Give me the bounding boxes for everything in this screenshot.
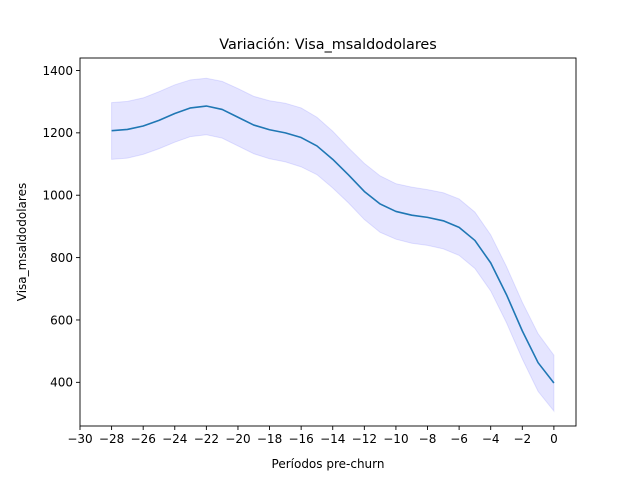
x-tick-label: −2	[513, 432, 531, 446]
y-tick-label: 1400	[42, 64, 73, 78]
y-tick-label: 1000	[42, 189, 73, 203]
x-tick-label: −10	[383, 432, 408, 446]
y-axis-ticks: 400 600 800 1000 1200 1400	[42, 64, 80, 390]
plot-area	[79, 57, 577, 427]
y-tick-label: 600	[50, 313, 73, 327]
x-tick-label: −22	[194, 432, 219, 446]
x-tick-label: −28	[99, 432, 124, 446]
x-tick-label: −18	[257, 432, 282, 446]
y-tick-label: 1200	[42, 126, 73, 140]
x-tick-label: −24	[162, 432, 187, 446]
y-axis-label: Visa_msaldodolares	[15, 183, 29, 301]
y-tick-label: 800	[50, 251, 73, 265]
chart-title: Variación: Visa_msaldodolares	[219, 37, 437, 53]
x-tick-label: −30	[67, 432, 92, 446]
x-tick-label: −16	[288, 432, 313, 446]
x-tick-label: −26	[131, 432, 156, 446]
axes-frame	[79, 57, 577, 427]
x-axis-label: Períodos pre-churn	[272, 457, 385, 471]
x-tick-label: −20	[225, 432, 250, 446]
x-tick-label: −6	[450, 432, 468, 446]
x-tick-label: −14	[320, 432, 345, 446]
x-tick-label: −4	[482, 432, 500, 446]
x-axis-ticks: −30 −28 −26 −24 −22 −20 −18 −16 −14 −12 −10 −8 −6 −4−…	[67, 426, 558, 446]
y-tick-label: 400	[50, 376, 73, 390]
series-line	[111, 105, 555, 384]
x-tick-label: 0	[550, 432, 558, 446]
confidence-band	[111, 77, 555, 413]
x-tick-label: −8	[419, 432, 437, 446]
x-tick-label: −12	[352, 432, 377, 446]
